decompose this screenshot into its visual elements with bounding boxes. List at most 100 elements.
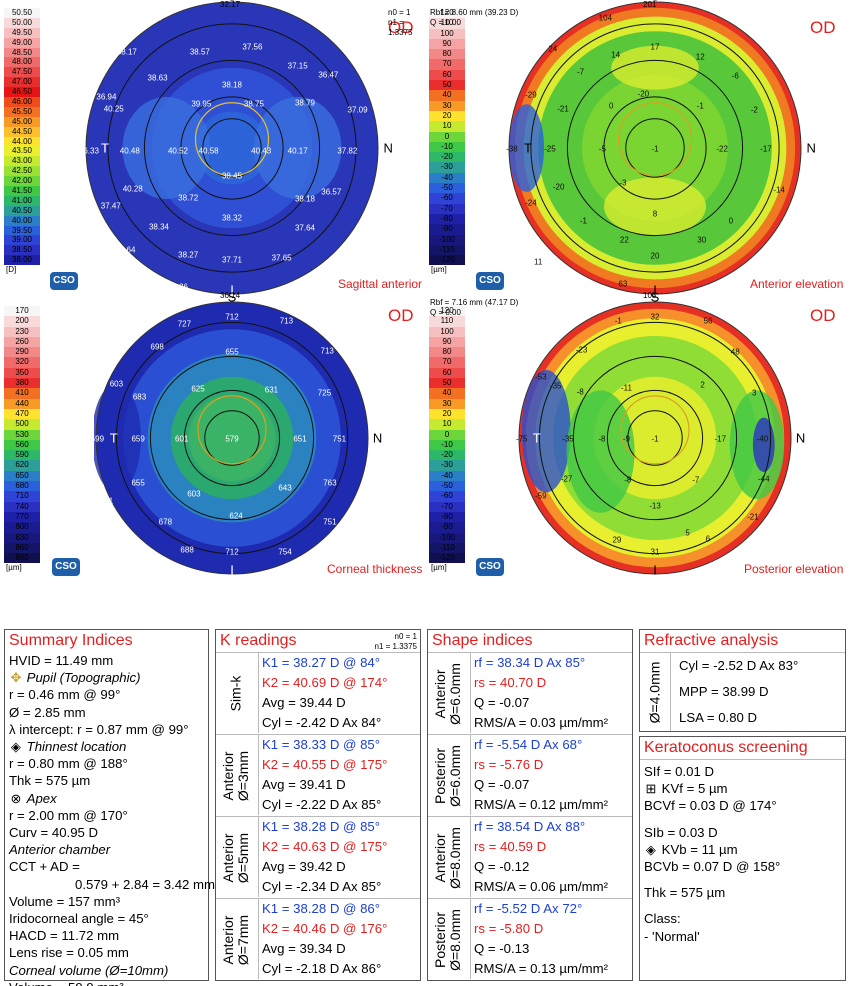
colorbar-tick: 350 bbox=[4, 367, 40, 379]
kc-bcvb: BCVb = 0.07 D @ 158° bbox=[644, 859, 781, 875]
colorbar-tick: 43.00 bbox=[4, 156, 40, 167]
kreadings-k1: K1 = 38.28 D @ 86° bbox=[262, 901, 381, 916]
map-value: 37.65 bbox=[271, 253, 292, 262]
shape-rs: rs = 40.59 D bbox=[474, 839, 547, 854]
map-value: 37.09 bbox=[347, 105, 368, 115]
map-value: 655 bbox=[131, 478, 145, 488]
shape-q: Q = -0.07 bbox=[474, 777, 530, 792]
colorbar-tick: 70 bbox=[429, 357, 465, 368]
map-value: -27 bbox=[560, 474, 573, 484]
summary-line-text: HACD = 11.72 mm bbox=[9, 928, 120, 944]
colorbar-tick: 38.50 bbox=[4, 245, 40, 256]
colorbar-tick: 650 bbox=[4, 470, 40, 482]
kreadings-section-values: K1 = 38.33 D @ 85° K2 = 40.55 D @ 175° Avg… bbox=[258, 735, 420, 815]
map-value: 751 bbox=[332, 434, 347, 444]
map-value: -6 bbox=[731, 71, 739, 81]
shape-section-label-text: Anterior Ø=6.0mm bbox=[432, 662, 464, 725]
kc-class-label: Class: bbox=[644, 911, 681, 927]
map-value: 36.47 bbox=[318, 70, 339, 80]
refractive-analysis-title: Refractive analysis bbox=[644, 632, 779, 649]
colorbar-tick: 80 bbox=[429, 49, 465, 60]
summary-line-cvol_v: Volume = 59.9 mm³ bbox=[9, 979, 204, 986]
map-value: 698 bbox=[150, 342, 164, 352]
kreadings-section-label: Anterior Ø=7mm bbox=[216, 899, 256, 980]
shape-section: Posterior Ø=6.0mm rf = -5.54 D Ax 68° rs =… bbox=[428, 734, 632, 816]
colorbar-tick: 10 bbox=[429, 121, 465, 132]
summary-line-text: Volume = 59.9 mm³ bbox=[9, 980, 124, 986]
kreadings-section-values: K1 = 38.28 D @ 85° K2 = 40.63 D @ 175° Avg… bbox=[258, 817, 420, 897]
summary-line-ac: Anterior chamber bbox=[9, 841, 204, 858]
map-value: 38.75 bbox=[243, 99, 264, 109]
corneal-thickness-map-disk bbox=[94, 301, 369, 575]
kreadings-section-label: Sim-k bbox=[216, 653, 256, 734]
posterior-elevation-map-panel: 120 110 100 90 80 70 60 50 40 30 20 10 0 -10 -20 -30 -40… bbox=[425, 289, 850, 598]
kreadings-k1: K1 = 38.28 D @ 85° bbox=[262, 819, 381, 834]
sagittal-map-panel: 50.50 50.00 49.50 49.00 48.50 48.00 47.50 47.00… bbox=[0, 0, 425, 300]
colorbar-tick: -100 bbox=[429, 532, 465, 543]
summary-line-text: HVID = 11.49 mm bbox=[9, 653, 114, 668]
colorbar-tick: 39.50 bbox=[4, 225, 40, 236]
map-meta: n0 = 1 n1 = 1.3375 bbox=[388, 8, 425, 38]
summary-line-cct: CCT + AD = bbox=[9, 858, 204, 875]
kreadings-section-label-text: Anterior Ø=3mm bbox=[220, 750, 251, 801]
colorbar-unit: [µm] bbox=[6, 563, 22, 573]
shape-q: Q = -0.07 bbox=[474, 695, 530, 710]
colorbar-tick: 48.50 bbox=[4, 47, 40, 58]
shape-rs: rs = -5.80 D bbox=[474, 921, 544, 936]
colorbar-tick: 410 bbox=[4, 388, 40, 399]
map-value: 38.57 bbox=[189, 47, 210, 57]
kreadings-section: Anterior Ø=3mm K1 = 38.33 D @ 85° K2 = 40.… bbox=[216, 734, 420, 816]
refractive-diameter-label: Ø=4.0mm bbox=[640, 653, 670, 731]
summary-line-cvol: Corneal volume (Ø=10mm) bbox=[9, 962, 204, 979]
map-value: 3 bbox=[752, 388, 757, 398]
map-value: 5 bbox=[685, 528, 690, 538]
direction-label: I bbox=[230, 562, 234, 578]
summary-indices-panel: Summary Indices HVID = 11.49 mm ✥ Pupil (… bbox=[4, 629, 215, 986]
summary-indices-list: HVID = 11.49 mm ✥ Pupil (Topographic) r = … bbox=[5, 652, 215, 986]
map-value: 38.27 bbox=[178, 250, 199, 260]
eye-label: OD bbox=[388, 18, 414, 37]
map-value: -53 bbox=[534, 372, 547, 382]
colorbar-tick: 90 bbox=[429, 38, 465, 50]
colorbar-tick: 20 bbox=[429, 110, 465, 122]
colorbar-tick: 560 bbox=[4, 439, 40, 451]
direction-label: I bbox=[653, 282, 657, 298]
colorbar-tick: 440 bbox=[4, 398, 40, 409]
colorbar-tick: 170 bbox=[4, 306, 40, 317]
k-readings-meta-n1: n1 = 1.3375 bbox=[374, 642, 417, 651]
summary-line-pupil_r: r = 0.46 mm @ 99° bbox=[9, 686, 204, 703]
map-value: 37.64 bbox=[294, 223, 316, 233]
summary-indices-title: Summary Indices bbox=[9, 632, 133, 649]
map-title: Anterior elevation bbox=[750, 277, 844, 291]
shape-rf: rf = 38.54 D Ax 88° bbox=[474, 819, 586, 834]
anterior-elevation-map-disk bbox=[508, 1, 802, 295]
shape-indices-panel: Shape indices Anterior Ø=6.0mm rf = 38.34… bbox=[427, 629, 633, 981]
colorbar-tick: -90 bbox=[429, 522, 465, 533]
colorbar-tick: 42.50 bbox=[4, 166, 40, 177]
anterior-elevation-map-panel: 120 110 100 90 80 70 60 50 40 30 20 10 0 -10 -20 -30 -40… bbox=[425, 0, 850, 300]
summary-line-vol: Volume = 157 mm³ bbox=[9, 893, 204, 910]
map-value: -8 bbox=[624, 475, 632, 485]
map-value: -38 bbox=[506, 144, 518, 154]
colorbar-tick: 90 bbox=[429, 336, 465, 348]
cso-logo: CSO bbox=[50, 272, 78, 290]
colorbar-tick: 80 bbox=[429, 347, 465, 358]
shape-rms: RMS/A = 0.03 µm/mm² bbox=[474, 715, 609, 730]
colorbar-tick: -70 bbox=[429, 501, 465, 512]
map-value: 29 bbox=[612, 535, 622, 545]
map-value: -1 bbox=[651, 144, 659, 154]
map-value: 37.15 bbox=[287, 61, 308, 71]
posterior-elevation-map-disk bbox=[518, 301, 792, 575]
map-value: 40.52 bbox=[167, 146, 188, 156]
refractive-lsa: LSA = 0.80 D bbox=[679, 710, 758, 725]
kreadings-cyl: Cyl = -2.22 D Ax 85° bbox=[262, 797, 382, 812]
kreadings-section-label: Anterior Ø=3mm bbox=[216, 735, 256, 816]
map-value: 22 bbox=[619, 235, 629, 245]
map-value: -11 bbox=[620, 383, 632, 393]
map-value: 651 bbox=[293, 434, 307, 444]
refractive-section: Ø=4.0mm Cyl = -2.52 D Ax 83° MPP = 38.99… bbox=[640, 652, 845, 731]
summary-line-text: Curv = 40.95 D bbox=[9, 825, 99, 841]
map-value: 14 bbox=[611, 50, 621, 60]
map-meta-line: Rbf = 8.60 mm (39.23 D) bbox=[430, 8, 519, 17]
kreadings-avg: Avg = 39.44 D bbox=[262, 695, 346, 710]
